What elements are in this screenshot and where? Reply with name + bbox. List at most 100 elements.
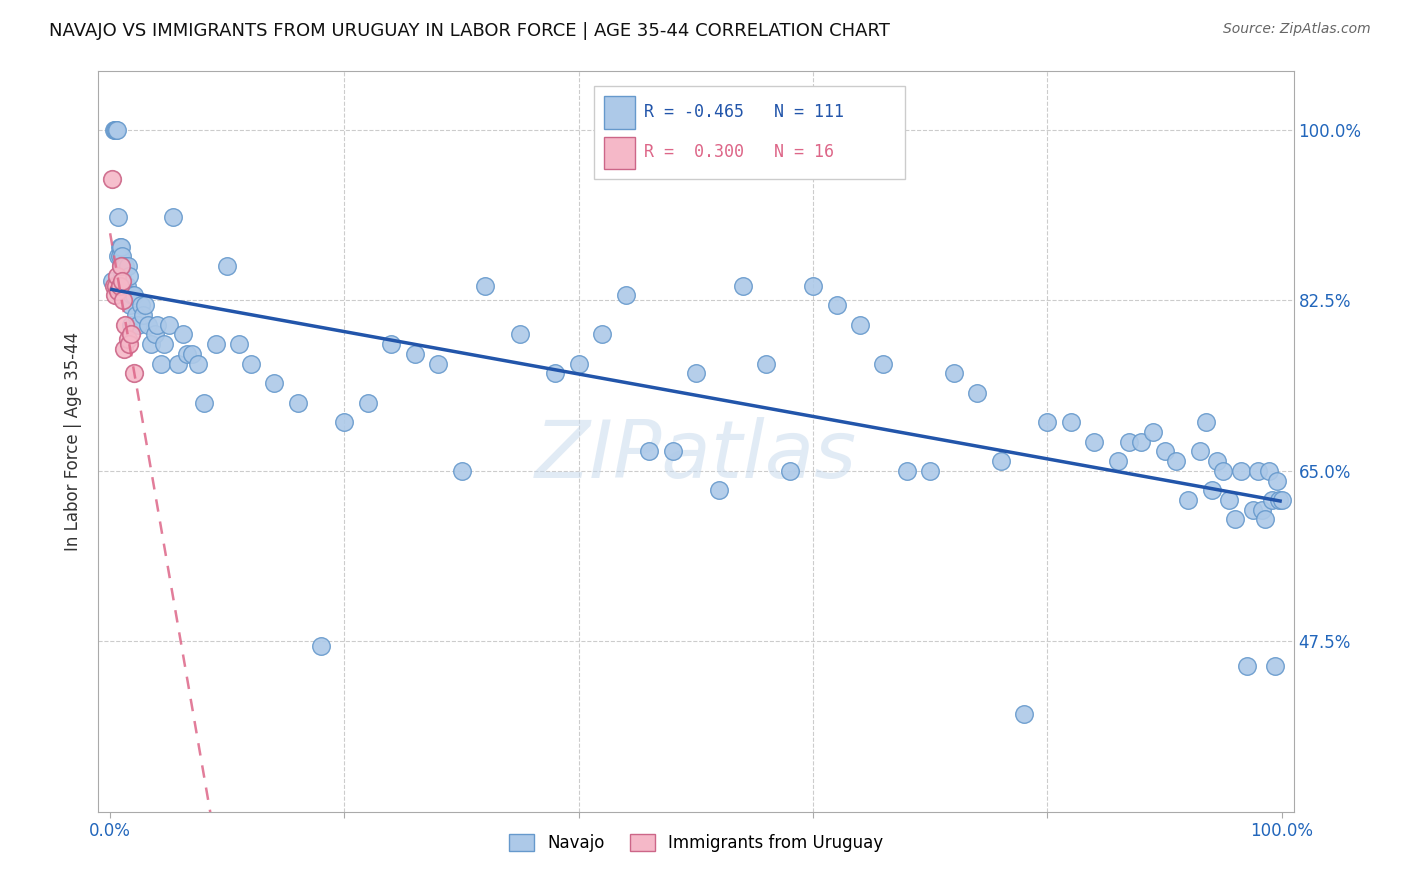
Point (1264, 658, 1286, 673)
Point (1268, 493, 1291, 508)
Point (105, 278, 128, 293)
Point (1012, 707, 1035, 722)
Point (108, 240, 131, 254)
Point (136, 318, 159, 332)
Point (120, 298, 141, 312)
Point (217, 259, 239, 273)
Point (779, 464, 801, 478)
Point (125, 308, 148, 322)
Point (1188, 444, 1211, 458)
Point (105, 123, 128, 137)
Point (172, 327, 194, 342)
Point (509, 327, 531, 342)
Point (187, 357, 209, 371)
Point (107, 211, 129, 225)
Point (111, 268, 134, 283)
Point (146, 318, 169, 332)
Point (1153, 444, 1175, 458)
Point (118, 337, 141, 351)
Point (127, 318, 149, 332)
Point (129, 298, 152, 312)
Point (1060, 415, 1083, 429)
Point (176, 347, 198, 361)
Point (568, 357, 591, 371)
Point (112, 259, 135, 273)
Point (117, 259, 139, 273)
Point (105, 268, 128, 283)
Point (112, 278, 135, 293)
Point (896, 464, 918, 478)
Point (1254, 512, 1277, 526)
Point (1236, 658, 1258, 673)
Point (110, 259, 132, 273)
Point (942, 367, 965, 381)
Point (380, 337, 402, 351)
Point (122, 288, 145, 302)
Point (141, 337, 163, 351)
Point (132, 308, 155, 322)
Point (112, 278, 135, 293)
Point (709, 483, 731, 498)
Point (1118, 434, 1140, 449)
Point (920, 464, 942, 478)
Point (1201, 483, 1223, 498)
Point (104, 123, 127, 137)
Point (228, 337, 250, 351)
Point (614, 288, 637, 302)
Point (872, 357, 894, 371)
Point (1206, 454, 1229, 468)
Point (731, 278, 754, 293)
Point (1212, 464, 1234, 478)
Point (427, 357, 450, 371)
Point (134, 298, 156, 312)
Point (801, 278, 824, 293)
Point (157, 318, 180, 332)
Point (112, 342, 135, 356)
Point (1130, 434, 1153, 449)
Point (122, 367, 145, 381)
Point (966, 385, 988, 400)
Text: ZIPatlas: ZIPatlas (534, 417, 858, 495)
Point (1036, 415, 1059, 429)
Point (685, 367, 707, 381)
Y-axis label: In Labor Force | Age 35-44: In Labor Force | Age 35-44 (65, 332, 83, 551)
Text: Source: ZipAtlas.com: Source: ZipAtlas.com (1223, 22, 1371, 37)
Point (120, 318, 142, 332)
Point (103, 123, 125, 137)
Point (1166, 454, 1188, 468)
Point (1251, 502, 1274, 516)
Point (1258, 464, 1281, 478)
Point (1223, 512, 1246, 526)
Point (849, 318, 872, 332)
Point (1218, 493, 1240, 508)
Point (990, 454, 1012, 468)
Point (101, 171, 124, 186)
Point (1241, 502, 1264, 516)
Point (120, 327, 142, 342)
Point (1271, 493, 1294, 508)
Point (450, 464, 472, 478)
Point (111, 250, 134, 264)
Legend: Navajo, Immigrants from Uruguay: Navajo, Immigrants from Uruguay (502, 828, 890, 859)
Point (114, 288, 136, 302)
Point (661, 444, 683, 458)
Point (167, 357, 190, 371)
Point (117, 288, 139, 302)
Point (404, 347, 426, 361)
Point (108, 250, 131, 264)
Point (1195, 415, 1218, 429)
Point (1177, 493, 1199, 508)
Point (309, 639, 332, 653)
Point (111, 274, 134, 288)
Point (108, 278, 131, 293)
Point (333, 415, 356, 429)
Point (204, 337, 226, 351)
Point (104, 288, 127, 302)
Point (1142, 425, 1164, 439)
Point (1261, 493, 1284, 508)
Point (1229, 464, 1253, 478)
Point (591, 327, 613, 342)
Point (103, 278, 125, 293)
Point (110, 259, 132, 273)
Point (638, 444, 661, 458)
